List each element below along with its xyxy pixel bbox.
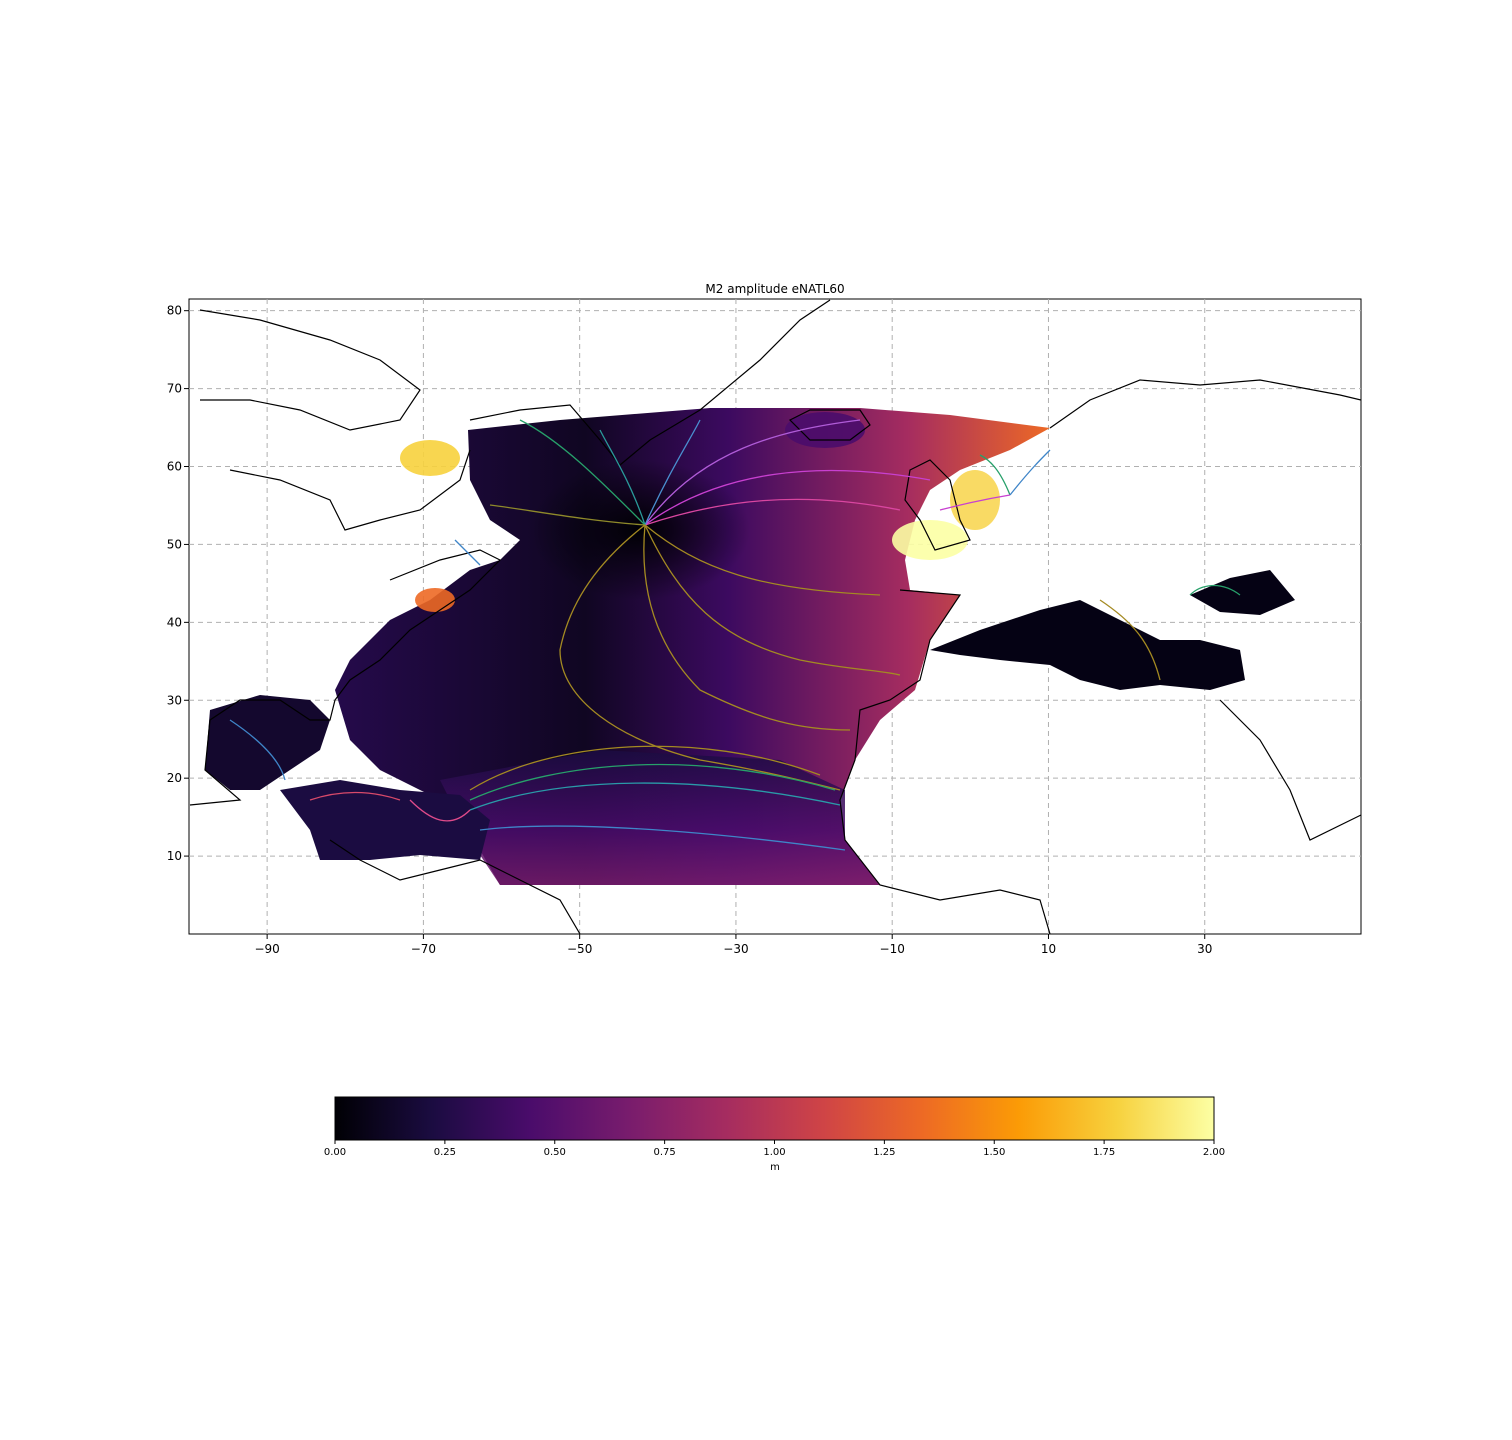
colorbar-tick-label: 0.75 [653,1147,675,1158]
black-sea-field [1190,570,1295,615]
north-atlantic-field [335,408,1050,885]
cotidal-line [979,454,1011,496]
colorbar-tick-label: 0.25 [434,1147,456,1158]
colorbar-tick-label: 1.00 [763,1147,785,1158]
x-tick-label: −90 [254,942,279,956]
colorbar-tick-label: 0.00 [324,1147,346,1158]
cotidal-line [644,419,861,526]
caribbean-field [280,780,490,860]
arctic-islands-coast [199,309,421,431]
tropical-atlantic-field [440,750,880,885]
y-axis: 10 20 30 40 50 60 70 80 [167,304,189,863]
colorbar [334,1096,1215,1141]
colorbar-tick-label: 1.25 [873,1147,895,1158]
amphidromic-point [530,460,750,600]
greenland-coast [469,299,831,466]
cotidal-line [644,498,901,526]
cotidal-line [644,524,881,596]
north-america-coast [189,549,502,806]
cotidal-line [644,524,901,676]
x-axis: −90 −70 −50 −30 −10 10 30 [254,934,1212,956]
cotidal-line [1099,599,1161,681]
labrador-coast [229,449,471,531]
x-tick-label: −70 [411,942,436,956]
labrador-high [400,440,460,476]
y-tick-label: 60 [167,460,182,474]
x-tick-label: 30 [1197,942,1212,956]
y-tick-label: 80 [167,304,182,318]
cotidal-line [519,419,646,526]
cotidal-line [469,763,836,801]
mediterranean-field [930,600,1245,690]
y-tick-label: 70 [167,382,182,396]
cotidal-line [489,504,646,526]
y-tick-label: 50 [167,537,182,551]
cotidal-line [479,825,846,851]
gulf-of-mexico-field [205,695,330,790]
cotidal-line [939,494,1011,511]
cotidal-line [469,782,841,811]
colorbar-label: m [770,1162,780,1173]
europe-coast [1049,379,1361,429]
cotidal-line [559,524,841,791]
cotidal-line [469,745,821,791]
x-tick-label: −50 [567,942,592,956]
y-tick-label: 10 [167,849,182,863]
cotidal-line [644,469,931,526]
iceland-region [785,412,865,448]
coastlines [189,299,1361,934]
cotidal-line [599,429,646,526]
colorbar-tick-label: 0.50 [544,1147,566,1158]
colorbar-tick-label: 1.50 [983,1147,1005,1158]
cotidal-line [1009,449,1051,496]
south-america-coast [329,839,581,934]
cotidal-lines [229,419,1241,851]
cotidal-line [643,524,851,731]
cotidal-line [1189,584,1241,596]
british-isles-coast [904,459,971,551]
y-tick-label: 20 [167,771,182,785]
x-tick-label: 10 [1041,942,1056,956]
red-sea-coast [1219,699,1361,841]
cotidal-line [409,799,471,822]
cotidal-line [309,791,401,801]
iceland-coast [788,409,871,441]
x-tick-label: −30 [723,942,748,956]
x-tick-label: −10 [880,942,905,956]
map-title: M2 amplitude eNATL60 [705,282,845,296]
colorbar-tick-label: 1.75 [1093,1147,1115,1158]
cotidal-line [229,719,286,781]
north-sea-high [950,470,1000,530]
iberia-africa-coast [839,589,1051,934]
colorbar-tick-label: 2.00 [1203,1147,1225,1158]
y-tick-label: 30 [167,693,182,707]
bay-of-fundy-high [415,588,455,612]
cotidal-line [454,539,481,566]
cotidal-line [644,419,701,526]
colorbar-ticks: 0.00 0.25 0.50 0.75 1.00 1.25 1.50 1.75 2.00 [324,1140,1225,1158]
y-tick-label: 40 [167,615,182,629]
